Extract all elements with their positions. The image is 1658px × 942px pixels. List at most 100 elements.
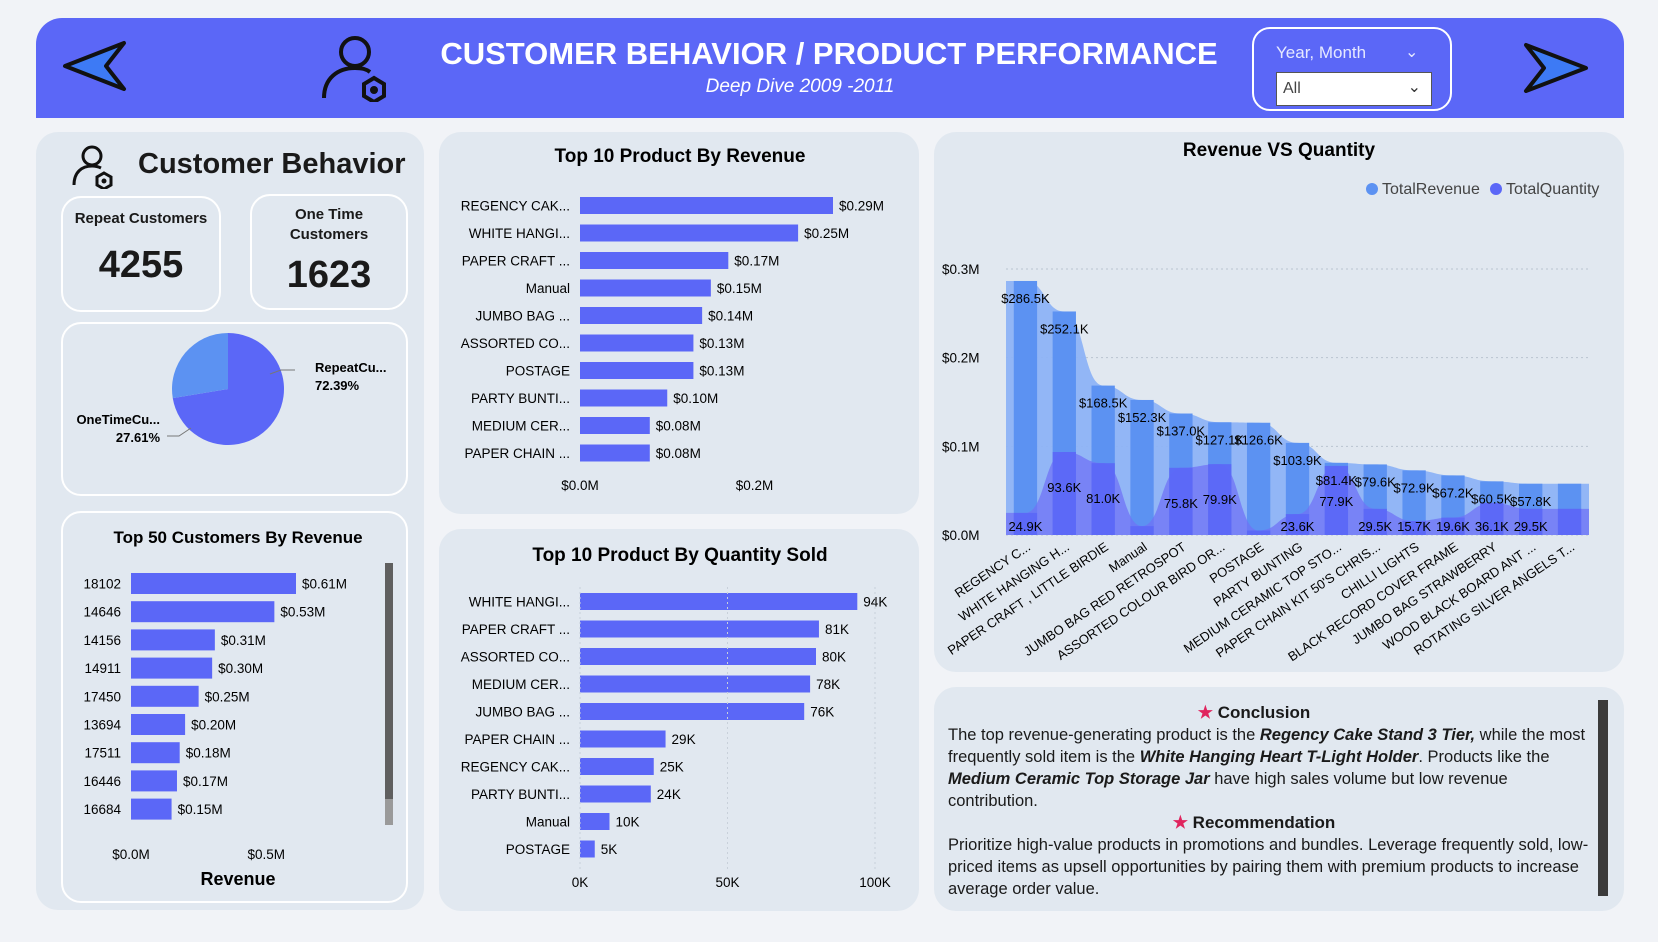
quantity-column[interactable] bbox=[1091, 463, 1115, 535]
data-label: $0.31M bbox=[221, 633, 266, 648]
data-label: $0.25M bbox=[205, 689, 250, 704]
quantity-column[interactable] bbox=[1013, 512, 1038, 535]
quantity-data-label: 15.7K bbox=[1397, 519, 1431, 534]
quantity-column[interactable] bbox=[1402, 521, 1426, 535]
revenue-column[interactable] bbox=[1013, 280, 1038, 535]
conclusion-scrollbar[interactable] bbox=[1598, 700, 1608, 896]
category-label: POSTAGE bbox=[506, 842, 570, 857]
bar[interactable] bbox=[580, 758, 654, 775]
bar[interactable] bbox=[580, 389, 668, 407]
data-label: $0.15M bbox=[717, 281, 762, 296]
bar[interactable] bbox=[131, 770, 177, 792]
one-time-customers-card bbox=[250, 194, 408, 310]
bar[interactable] bbox=[131, 742, 180, 764]
quantity-column[interactable] bbox=[1519, 508, 1543, 535]
quantity-data-label: 81.0K bbox=[1086, 491, 1120, 506]
quantity-column[interactable] bbox=[1052, 452, 1076, 535]
bar[interactable] bbox=[580, 417, 650, 434]
y-tick-label: $0.1M bbox=[942, 439, 980, 454]
bar[interactable] bbox=[580, 593, 858, 610]
revenue-data-label: $72.9K bbox=[1393, 480, 1435, 495]
category-label: MEDIUM CER... bbox=[472, 419, 570, 434]
bar[interactable] bbox=[580, 362, 694, 379]
quantity-column[interactable] bbox=[1246, 530, 1271, 535]
category-label: ASSORTED CO... bbox=[461, 336, 570, 351]
bar[interactable] bbox=[580, 307, 703, 324]
data-label: $0.30M bbox=[218, 661, 263, 676]
forward-arrow-button[interactable] bbox=[1520, 40, 1592, 96]
bar[interactable] bbox=[580, 785, 651, 803]
conclusion-text: The top revenue-generating product is th… bbox=[948, 724, 1600, 812]
category-label: Manual bbox=[526, 815, 570, 830]
pin-icon: ★ bbox=[1172, 813, 1188, 832]
y-tick-label: $0.3M bbox=[942, 262, 980, 277]
bar[interactable] bbox=[131, 573, 296, 594]
pie-label-repeat: RepeatCu... bbox=[315, 360, 387, 375]
x-axis-label: Revenue bbox=[200, 869, 275, 889]
bar[interactable] bbox=[580, 840, 595, 858]
bar[interactable] bbox=[580, 224, 799, 242]
category-label: 13694 bbox=[83, 718, 121, 733]
page-title: CUSTOMER BEHAVIOR / PRODUCT PERFORMANCE bbox=[440, 36, 1218, 71]
slicer-label: Year, Month bbox=[1276, 43, 1367, 62]
data-label: $0.14M bbox=[708, 309, 753, 324]
chart-title: Revenue VS Quantity bbox=[1183, 140, 1376, 161]
quantity-column[interactable] bbox=[1130, 526, 1154, 535]
quantity-column[interactable] bbox=[1363, 508, 1387, 535]
chevron-down-icon[interactable]: ⌄ bbox=[1405, 44, 1419, 61]
data-label: 76K bbox=[810, 705, 834, 720]
slicer-dropdown[interactable]: All ⌄ bbox=[1276, 72, 1432, 106]
data-label: $0.53M bbox=[280, 605, 325, 620]
one-time-label-2: Customers bbox=[289, 226, 369, 243]
dropdown-chevron-icon: ⌄ bbox=[1407, 79, 1421, 96]
quantity-column[interactable] bbox=[1285, 514, 1310, 535]
bar[interactable] bbox=[131, 601, 275, 623]
customer-icon bbox=[72, 145, 113, 189]
bar[interactable] bbox=[580, 813, 610, 830]
bar[interactable] bbox=[131, 657, 213, 679]
data-label: $0.10M bbox=[673, 391, 718, 406]
bar[interactable] bbox=[131, 714, 186, 735]
revenue-column[interactable] bbox=[1285, 442, 1310, 535]
quantity-column[interactable] bbox=[1441, 517, 1465, 535]
revenue-column[interactable] bbox=[1402, 470, 1426, 535]
scrollbar-thumb[interactable] bbox=[385, 799, 393, 825]
data-label: 5K bbox=[601, 842, 618, 857]
bar[interactable] bbox=[580, 444, 650, 462]
data-label: $0.15M bbox=[178, 802, 223, 817]
bar[interactable] bbox=[580, 648, 816, 665]
repeat-customers-card bbox=[61, 196, 221, 312]
quantity-data-label: 19.6K bbox=[1436, 519, 1470, 534]
revenue-column[interactable] bbox=[1130, 399, 1154, 535]
category-label: 17511 bbox=[84, 746, 121, 761]
back-arrow-button[interactable] bbox=[60, 38, 130, 94]
pie-slice-onetime[interactable] bbox=[172, 333, 228, 399]
bar[interactable] bbox=[580, 197, 833, 214]
pin-icon: ★ bbox=[1197, 703, 1213, 722]
bar[interactable] bbox=[580, 620, 819, 638]
bar[interactable] bbox=[580, 675, 811, 693]
bar[interactable] bbox=[580, 730, 666, 748]
pie-slice-repeat[interactable] bbox=[172, 333, 284, 445]
quantity-column[interactable] bbox=[1480, 502, 1504, 535]
quantity-column[interactable] bbox=[1169, 467, 1193, 535]
slicer-selected-value: All bbox=[1283, 80, 1301, 97]
revenue-column[interactable] bbox=[1246, 422, 1271, 535]
bar[interactable] bbox=[580, 703, 805, 720]
bar[interactable] bbox=[580, 252, 729, 269]
bar[interactable] bbox=[131, 629, 215, 651]
pie-pct-repeat: 72.39% bbox=[315, 378, 360, 393]
quantity-column[interactable] bbox=[1208, 464, 1232, 535]
quantity-column[interactable] bbox=[1557, 508, 1582, 535]
data-label: 25K bbox=[660, 760, 684, 775]
bar[interactable] bbox=[580, 334, 694, 352]
bar[interactable] bbox=[131, 685, 199, 707]
legend-label-revenue: TotalRevenue bbox=[1382, 181, 1480, 198]
quantity-column[interactable] bbox=[1324, 465, 1349, 535]
bar[interactable] bbox=[131, 798, 172, 820]
quantity-data-label: 79.9K bbox=[1203, 492, 1237, 507]
conclusion-heading: ★ Conclusion bbox=[934, 703, 1574, 723]
scrollbar-track[interactable] bbox=[385, 563, 393, 825]
revenue-data-label: $67.2K bbox=[1432, 485, 1474, 500]
bar[interactable] bbox=[580, 279, 711, 297]
